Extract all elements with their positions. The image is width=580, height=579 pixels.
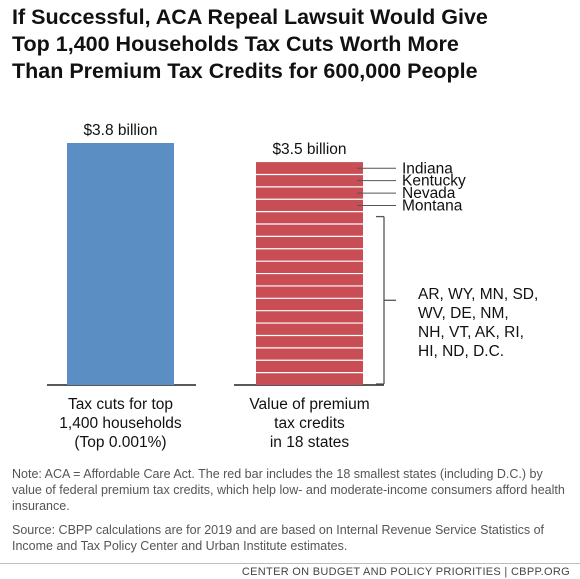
footer-credit: CENTER ON BUDGET AND POLICY PRIORITIES |…: [241, 566, 570, 578]
footer-divider: [0, 563, 580, 564]
chart-title: If Successful, ACA Repeal Lawsuit Would …: [12, 4, 572, 85]
category-label: Tax cuts for top: [68, 396, 173, 413]
state-label: Nevada: [402, 185, 456, 202]
remaining-states-label: NH, VT, AK, RI,: [418, 324, 524, 341]
category-label: Value of premium: [249, 396, 369, 413]
note-text: Note: ACA = Affordable Care Act. The red…: [12, 467, 565, 513]
value-label: $3.8 billion: [83, 122, 157, 139]
bar-chart: $3.8 billion Tax cuts for top 1,400 househ…: [47, 122, 538, 451]
category-label: in 18 states: [270, 434, 350, 451]
category-label: (Top 0.001%): [74, 434, 166, 451]
chart-notes: Note: ACA = Affordable Care Act. The red…: [12, 466, 572, 562]
state-label: Montana: [402, 197, 463, 214]
title-line: If Successful, ACA Repeal Lawsuit Would …: [12, 5, 488, 29]
state-label: Kentucky: [402, 173, 466, 190]
category-label: tax credits: [274, 415, 345, 432]
title-line: Than Premium Tax Credits for 600,000 Peo…: [12, 59, 478, 83]
value-label: $3.5 billion: [272, 141, 346, 158]
remaining-states-label: AR, WY, MN, SD,: [418, 286, 538, 303]
state-label: Indiana: [402, 160, 453, 177]
remaining-states-label: WV, DE, NM,: [418, 305, 509, 322]
source-text: Source: CBPP calculations are for 2019 a…: [12, 523, 545, 553]
tax-cut-bar: [67, 143, 174, 385]
title-line: Top 1,400 Households Tax Cuts Worth More: [12, 32, 459, 56]
category-label: 1,400 households: [59, 415, 182, 432]
remaining-states-label: HI, ND, D.C.: [418, 343, 504, 360]
